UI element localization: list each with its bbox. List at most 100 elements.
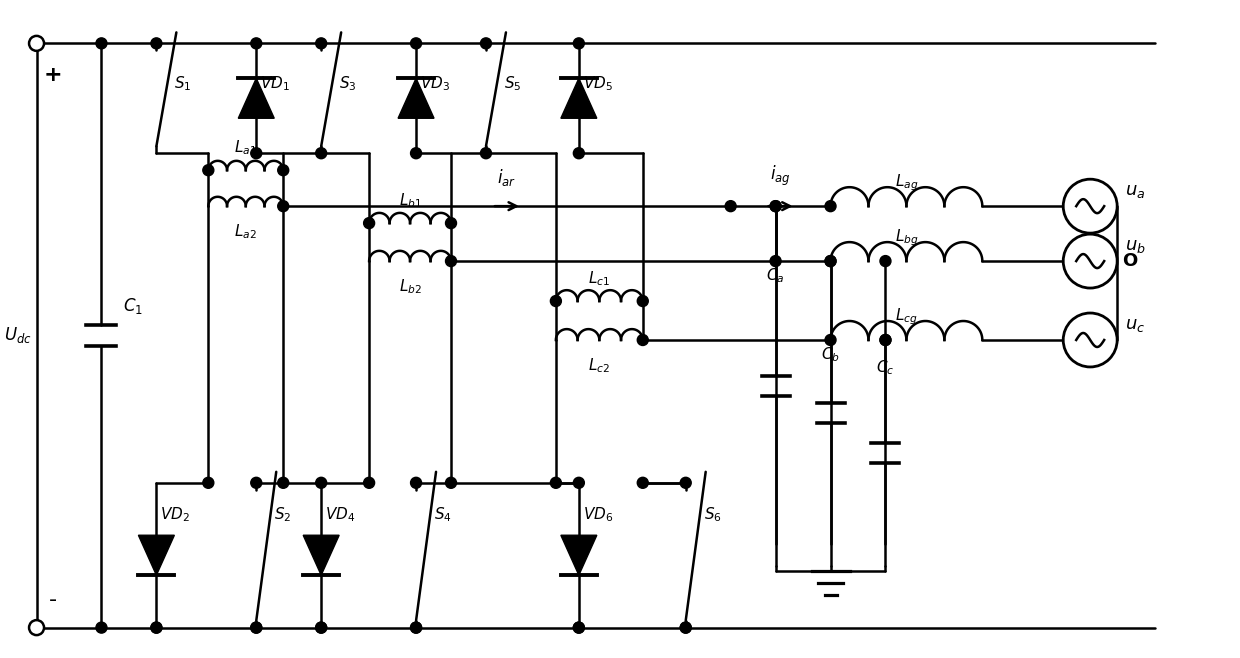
Circle shape <box>770 201 781 212</box>
Text: $VD_3$: $VD_3$ <box>420 74 450 93</box>
Text: $VD_1$: $VD_1$ <box>260 74 290 93</box>
Circle shape <box>363 218 374 228</box>
Text: $L_{a1}$: $L_{a1}$ <box>234 139 257 157</box>
Circle shape <box>410 148 422 159</box>
Text: $C_1$: $C_1$ <box>124 295 144 316</box>
Text: $VD_4$: $VD_4$ <box>325 505 356 524</box>
Polygon shape <box>398 78 434 118</box>
Circle shape <box>445 477 456 488</box>
Text: $L_{c1}$: $L_{c1}$ <box>588 269 610 288</box>
Text: $L_{a2}$: $L_{a2}$ <box>234 222 257 241</box>
Text: $S_4$: $S_4$ <box>434 505 451 524</box>
Text: $L_{ag}$: $L_{ag}$ <box>895 172 918 193</box>
Circle shape <box>250 622 262 633</box>
Text: -: - <box>48 590 57 610</box>
Circle shape <box>825 255 836 266</box>
Circle shape <box>880 334 892 345</box>
Circle shape <box>551 477 562 488</box>
Circle shape <box>316 477 326 488</box>
Circle shape <box>825 255 836 266</box>
Text: $L_{b1}$: $L_{b1}$ <box>398 191 422 210</box>
Circle shape <box>151 622 162 633</box>
Polygon shape <box>304 535 340 575</box>
Polygon shape <box>560 78 596 118</box>
Circle shape <box>250 148 262 159</box>
Circle shape <box>573 622 584 633</box>
Circle shape <box>316 622 326 633</box>
Circle shape <box>573 148 584 159</box>
Circle shape <box>95 622 107 633</box>
Circle shape <box>250 622 262 633</box>
Polygon shape <box>139 535 175 575</box>
Text: $L_{bg}$: $L_{bg}$ <box>894 228 919 248</box>
Circle shape <box>637 295 649 307</box>
Circle shape <box>278 477 289 488</box>
Text: $C_c$: $C_c$ <box>877 358 894 376</box>
Text: $VD_2$: $VD_2$ <box>160 505 190 524</box>
Circle shape <box>278 201 289 212</box>
Circle shape <box>95 38 107 49</box>
Text: $S_6$: $S_6$ <box>703 505 722 524</box>
Circle shape <box>29 36 45 51</box>
Text: $u_c$: $u_c$ <box>1125 316 1146 334</box>
Circle shape <box>410 477 422 488</box>
Circle shape <box>410 622 422 633</box>
Circle shape <box>480 148 491 159</box>
Circle shape <box>363 477 374 488</box>
Circle shape <box>573 477 584 488</box>
Text: $u_a$: $u_a$ <box>1125 182 1146 200</box>
Circle shape <box>316 622 326 633</box>
Text: $S_5$: $S_5$ <box>503 74 521 93</box>
Text: $S_1$: $S_1$ <box>175 74 192 93</box>
Polygon shape <box>560 535 596 575</box>
Circle shape <box>151 622 162 633</box>
Circle shape <box>445 255 456 266</box>
Text: $C_b$: $C_b$ <box>821 345 839 364</box>
Circle shape <box>770 255 781 266</box>
Text: $u_b$: $u_b$ <box>1125 237 1146 255</box>
Circle shape <box>410 38 422 49</box>
Text: $S_3$: $S_3$ <box>340 74 357 93</box>
Circle shape <box>151 38 162 49</box>
Circle shape <box>250 38 262 49</box>
Circle shape <box>725 201 737 212</box>
Text: $VD_5$: $VD_5$ <box>583 74 613 93</box>
Text: O: O <box>1122 252 1137 270</box>
Circle shape <box>203 477 213 488</box>
Circle shape <box>1063 179 1117 233</box>
Circle shape <box>278 164 289 176</box>
Circle shape <box>637 477 649 488</box>
Circle shape <box>316 148 326 159</box>
Circle shape <box>770 201 781 212</box>
Text: $S_2$: $S_2$ <box>274 505 291 524</box>
Circle shape <box>1063 313 1117 367</box>
Circle shape <box>445 218 456 228</box>
Circle shape <box>681 477 691 488</box>
Circle shape <box>1063 234 1117 288</box>
Circle shape <box>825 334 836 345</box>
Circle shape <box>880 334 892 345</box>
Circle shape <box>681 622 691 633</box>
Text: $i_{ar}$: $i_{ar}$ <box>497 167 517 188</box>
Polygon shape <box>238 78 274 118</box>
Text: $VD_6$: $VD_6$ <box>583 505 613 524</box>
Circle shape <box>825 201 836 212</box>
Text: $C_a$: $C_a$ <box>766 266 785 285</box>
Circle shape <box>29 620 45 635</box>
Text: +: + <box>43 65 62 86</box>
Circle shape <box>573 622 584 633</box>
Circle shape <box>551 295 562 307</box>
Text: $U_{dc}$: $U_{dc}$ <box>4 326 31 345</box>
Circle shape <box>573 38 584 49</box>
Text: $L_{cg}$: $L_{cg}$ <box>895 307 918 327</box>
Circle shape <box>203 164 213 176</box>
Text: $L_{c2}$: $L_{c2}$ <box>588 356 610 374</box>
Circle shape <box>681 622 691 633</box>
Circle shape <box>250 477 262 488</box>
Circle shape <box>316 38 326 49</box>
Text: $i_{ag}$: $i_{ag}$ <box>770 164 791 188</box>
Circle shape <box>880 255 892 266</box>
Circle shape <box>637 334 649 345</box>
Text: $L_{b2}$: $L_{b2}$ <box>398 277 422 295</box>
Circle shape <box>410 622 422 633</box>
